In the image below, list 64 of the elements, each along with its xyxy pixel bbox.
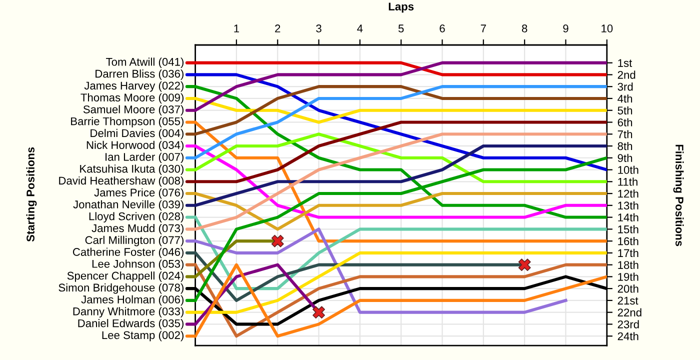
y-tick-label: 18th bbox=[618, 260, 638, 269]
x-tick-label: 9 bbox=[563, 24, 568, 32]
y-tick-label: 12th bbox=[618, 189, 638, 198]
legend-label: Carl Millington (077) bbox=[85, 236, 184, 246]
x-axis-title: Laps bbox=[388, 2, 414, 13]
legend-label: James Holman (006) bbox=[81, 295, 184, 306]
legend-label: David Heathershaw (008) bbox=[59, 176, 184, 187]
y-tick-label: 13th bbox=[618, 201, 638, 210]
y-tick-label: 14th bbox=[618, 213, 638, 222]
legend-label: Tom Atwill (041) bbox=[106, 58, 184, 68]
legend-label: Simon Bridgehouse (078) bbox=[58, 283, 184, 294]
legend-label: Barrie Thompson (055) bbox=[71, 117, 184, 128]
y-tick-label: 11th bbox=[618, 178, 638, 186]
legend-label: Samuel Moore (037) bbox=[83, 105, 184, 116]
y-tick-label: 2nd bbox=[618, 70, 636, 79]
y-tick-label: 19th bbox=[618, 272, 638, 281]
legend-label: Thomas Moore (009) bbox=[80, 93, 184, 104]
legend-label: Katsuhisa Ikuta (030) bbox=[80, 164, 184, 175]
y-tick-label: 15th bbox=[618, 225, 638, 234]
legend-label: Lloyd Scriven (028) bbox=[89, 212, 184, 222]
x-tick-label: 7 bbox=[480, 24, 486, 32]
point bbox=[271, 234, 284, 248]
legend-label: Ian Larder (007) bbox=[106, 152, 184, 164]
legend-label: Delmi Davies (004) bbox=[90, 128, 184, 140]
legend-label: Lee Johnson (053) bbox=[92, 260, 184, 270]
y-tick-label: 20th bbox=[618, 284, 638, 293]
y-tick-label: 22nd bbox=[618, 308, 642, 316]
x-tick-label: 5 bbox=[398, 24, 404, 32]
legend-label: Spencer Chappell (024) bbox=[67, 272, 184, 282]
x-tick-label: 10 bbox=[602, 24, 613, 32]
y-tick-label: 24th bbox=[618, 332, 638, 340]
legend-label: James Price (076) bbox=[94, 188, 184, 199]
y-tick-label: 8th bbox=[618, 142, 632, 150]
legend-label: Danny Whitmore (033) bbox=[73, 307, 184, 318]
legend-label: Daniel Edwards (035) bbox=[78, 319, 184, 330]
y-tick-label: 23rd bbox=[618, 320, 639, 328]
x-tick-label: 8 bbox=[522, 24, 528, 32]
y-tick-label: 3rd bbox=[618, 82, 633, 91]
legend-label: Nick Horwood (034) bbox=[86, 140, 184, 152]
y-tick-label: 6th bbox=[618, 118, 632, 126]
legend-label: Lee Stamp (002) bbox=[102, 330, 184, 342]
x-tick-label: 1 bbox=[234, 24, 240, 32]
point bbox=[518, 258, 531, 272]
y-tick-label: 10th bbox=[618, 166, 638, 174]
x-tick-label: 6 bbox=[440, 24, 445, 32]
y-tick-label: 1st bbox=[618, 59, 632, 67]
legend-label: James Mudd (073) bbox=[92, 224, 184, 234]
y-tick-label: 17th bbox=[618, 248, 638, 258]
y-tick-label: 21st bbox=[618, 296, 638, 305]
text: Starting Positions bbox=[26, 147, 37, 242]
x-tick-label: 4 bbox=[357, 24, 363, 32]
legend-label: James Harvey (022) bbox=[84, 81, 184, 92]
point bbox=[312, 306, 326, 319]
y-tick-label: 16th bbox=[618, 237, 638, 246]
y-tick-label: 4th bbox=[618, 94, 632, 103]
x-tick-label: 3 bbox=[316, 24, 322, 32]
y-axis-title: Finishing Positions bbox=[673, 144, 684, 246]
y-tick-label: 5th bbox=[618, 106, 632, 114]
y-tick-label: 7th bbox=[618, 130, 632, 138]
legend-label: Catherine Foster (046) bbox=[72, 248, 184, 258]
y-tick-label: 9th bbox=[618, 154, 632, 162]
x-tick-label: 2 bbox=[275, 24, 280, 32]
legend-label: Darren Bliss (036) bbox=[96, 70, 184, 80]
legend-label: Jonathan Neville (039) bbox=[73, 200, 184, 211]
